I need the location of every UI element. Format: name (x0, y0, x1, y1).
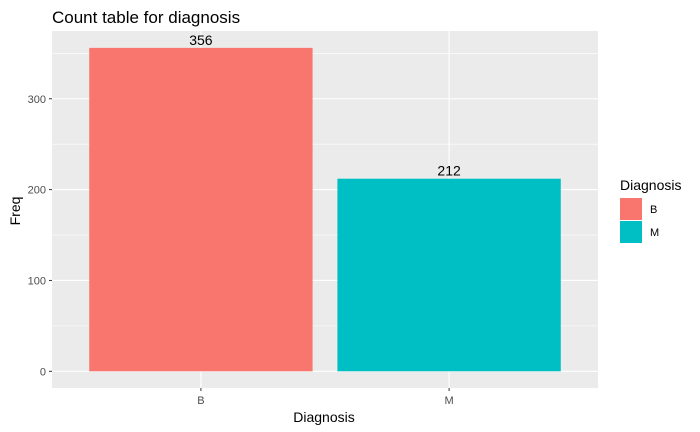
legend-items: BM (620, 198, 659, 243)
chart-title: Count table for diagnosis (52, 8, 240, 27)
legend-key-B (620, 198, 642, 220)
bar-B (89, 47, 313, 372)
y-tick-label: 200 (28, 185, 46, 197)
data-labels: 356 212 (189, 32, 461, 179)
y-tick-label: 100 (28, 275, 46, 287)
data-label-M: 212 (437, 163, 461, 179)
x-tick-label: B (197, 395, 204, 407)
x-axis-title: Diagnosis (293, 409, 354, 425)
legend-title: Diagnosis (620, 177, 681, 193)
legend-label-B: B (650, 204, 657, 216)
y-axis-title: Freq (7, 197, 23, 226)
legend: Diagnosis BM (620, 177, 681, 243)
bar-M (337, 178, 561, 372)
bars (89, 47, 561, 372)
legend-label-M: M (650, 227, 659, 239)
legend-key-M (620, 221, 642, 243)
y-tick-label: 0 (40, 366, 46, 378)
data-label-B: 356 (189, 32, 213, 48)
x-tick-label: M (445, 395, 454, 407)
y-axis: 0 100 200 300 (28, 94, 52, 378)
y-tick-label: 300 (28, 94, 46, 106)
